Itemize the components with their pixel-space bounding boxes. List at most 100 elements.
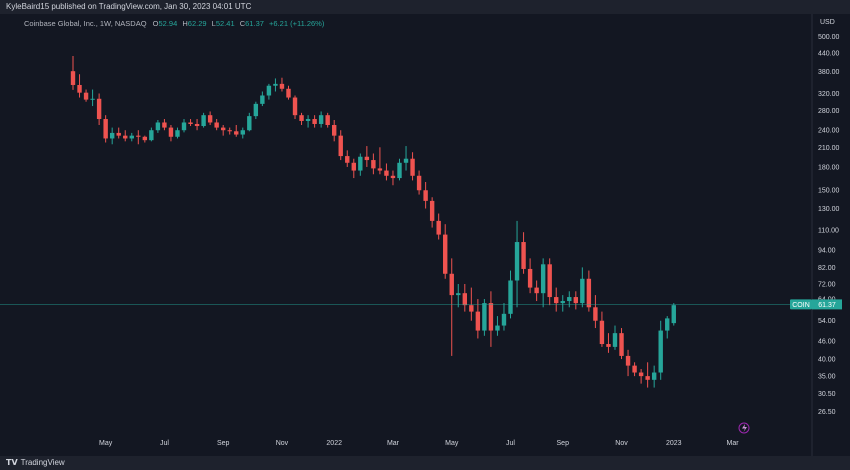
y-tick-label: 380.00 (818, 69, 840, 76)
candle-body (220, 127, 226, 131)
candle-body (332, 125, 337, 136)
last-price-tag (812, 299, 842, 310)
candle-body (573, 297, 579, 304)
candle-body (109, 132, 115, 139)
candle-body (240, 130, 245, 135)
candle-body (207, 115, 213, 123)
x-tick-label: Jul (506, 440, 515, 447)
candle-body (338, 135, 343, 157)
candle-body (162, 122, 167, 128)
candle-body (606, 344, 611, 347)
candle-body (554, 297, 559, 304)
candle-body (96, 98, 102, 120)
symbol-legend: Coinbase Global, Inc., 1W, NASDAQ O52.94… (24, 19, 327, 28)
y-tick-label: 72.00 (818, 281, 836, 288)
candle-body (136, 135, 141, 137)
candle-body (90, 98, 95, 100)
candle-body (273, 83, 278, 86)
candle-body (312, 119, 317, 124)
candle-body (619, 333, 624, 356)
candle-body (449, 273, 454, 296)
candle-body (443, 234, 448, 274)
low-label: L (211, 19, 216, 28)
event-icon (738, 422, 750, 434)
candle-body (534, 287, 539, 294)
candle-body (358, 156, 363, 171)
close-label: C (239, 19, 246, 28)
tradingview-logo: 𝗧𝗩 TradingView (6, 458, 65, 467)
y-tick-label: 180.00 (818, 164, 840, 171)
candle-body (638, 372, 644, 377)
candle-body (665, 318, 670, 331)
candle-body (540, 264, 546, 294)
candle-body (416, 175, 422, 191)
candle-body (658, 330, 663, 373)
y-tick-label: 240.00 (818, 128, 840, 135)
candle-body (149, 130, 154, 141)
candle-body (527, 268, 533, 288)
high-label: H (182, 19, 188, 28)
candle-body (279, 83, 285, 89)
x-tick-label: May (445, 440, 459, 447)
candle-body (260, 95, 265, 104)
candle-body (345, 156, 350, 163)
candle-body (266, 85, 272, 96)
candle-body (495, 325, 500, 331)
candle-body (318, 115, 324, 124)
symbol-tag-text: COIN (792, 302, 810, 309)
y-tick-label: 82.00 (818, 265, 836, 272)
candle-body (645, 376, 650, 380)
currency-label: USD (820, 19, 835, 26)
candle-body (181, 122, 187, 131)
y-tick-label: 46.00 (818, 339, 836, 346)
candle-body (286, 88, 291, 98)
candle-body (299, 115, 304, 121)
x-tick-label: Sep (217, 440, 230, 447)
y-tick-label: 54.00 (818, 318, 836, 325)
y-tick-label: 35.00 (818, 374, 836, 381)
x-tick-label: Nov (615, 440, 628, 447)
candle-body (214, 122, 219, 128)
y-tick-label: 26.50 (818, 409, 836, 416)
candle-body (364, 156, 370, 161)
candle-body (227, 130, 232, 132)
y-tick-label: 150.00 (818, 188, 840, 195)
candle-body (567, 297, 572, 302)
candle-body (423, 190, 428, 201)
candle-body (488, 303, 494, 331)
candle-body (671, 305, 676, 324)
candle-body (625, 355, 631, 366)
candle-body (77, 84, 82, 93)
tradingview-brand: TradingView (20, 458, 65, 467)
candle-body (116, 132, 121, 136)
candle-body (103, 119, 108, 139)
candle-body (612, 333, 618, 347)
candle-body (83, 92, 89, 100)
candlestick-chart[interactable]: USD 500.00 440.00 380.00 320.00 280.00 240.00 2… (0, 14, 850, 456)
candle-body (521, 242, 526, 269)
candle-body (142, 136, 148, 141)
candle-body (436, 220, 441, 235)
candle-body (508, 280, 513, 314)
candle-body (403, 158, 409, 163)
candle-body (175, 130, 180, 137)
bottom-bar: 𝗧𝗩 TradingView (0, 456, 850, 470)
y-tick-label: 130.00 (818, 206, 840, 213)
symbol-name: Coinbase Global, Inc., 1W, NASDAQ (24, 19, 147, 28)
x-tick-label: Mar (387, 440, 400, 447)
x-tick-label: Sep (557, 440, 570, 447)
candle-body (397, 162, 402, 179)
y-tick-label: 40.00 (818, 357, 836, 364)
publisher-text: KyleBaird15 published on TradingView.com… (6, 2, 252, 11)
y-tick-label: 110.00 (818, 227, 839, 234)
candle-body (384, 170, 389, 176)
candle-body (390, 175, 396, 179)
last-price-value: 61.37 (818, 302, 836, 309)
high-value: 62.29 (187, 19, 207, 28)
candle-body (188, 122, 193, 124)
x-tick-label: Jul (160, 440, 169, 447)
candle-body (129, 135, 134, 139)
candle-body (305, 119, 311, 121)
lightning-icon (742, 424, 747, 432)
y-tick-label: 500.00 (818, 34, 840, 41)
